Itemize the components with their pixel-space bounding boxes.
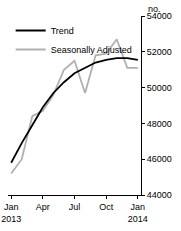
- svg-text:Jul: Jul: [69, 202, 81, 212]
- svg-text:Apr: Apr: [36, 202, 50, 212]
- svg-text:54000: 54000: [147, 11, 172, 21]
- svg-text:48000: 48000: [147, 119, 172, 129]
- svg-text:52000: 52000: [147, 47, 172, 57]
- svg-text:Jan2014: Jan2014: [128, 202, 148, 224]
- svg-text:no.: no.: [148, 4, 161, 14]
- svg-text:50000: 50000: [147, 83, 172, 93]
- svg-text:Oct: Oct: [99, 202, 114, 212]
- svg-text:Trend: Trend: [51, 26, 74, 36]
- svg-text:Seasonally Adjusted: Seasonally Adjusted: [51, 45, 132, 55]
- svg-text:46000: 46000: [147, 154, 172, 164]
- svg-text:Jan2013: Jan2013: [1, 202, 21, 224]
- svg-text:44000: 44000: [147, 190, 172, 200]
